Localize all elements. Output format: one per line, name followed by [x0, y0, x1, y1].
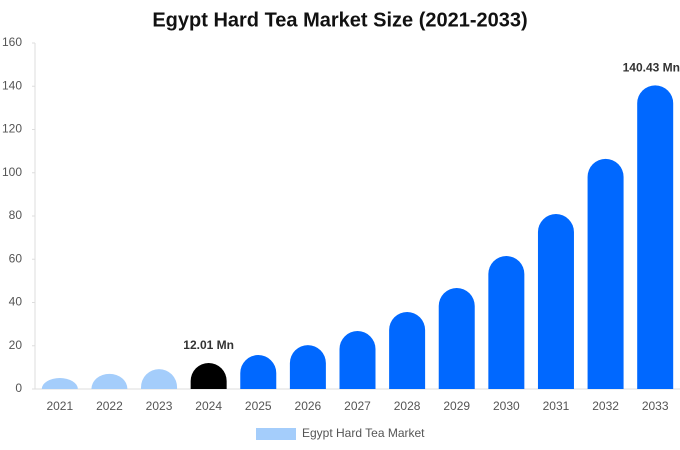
bar [339, 331, 376, 389]
y-tick-label: 100 [2, 165, 22, 179]
y-tick-label: 120 [2, 122, 22, 136]
data-label: 140.43 Mn [623, 60, 680, 74]
x-tick-label: 2033 [642, 399, 669, 413]
bar [637, 85, 674, 389]
x-tick-label: 2029 [443, 399, 470, 413]
x-tick-label: 2022 [96, 399, 123, 413]
x-tick-label: 2028 [394, 399, 421, 413]
bar [190, 363, 227, 389]
y-tick-label: 0 [15, 381, 22, 395]
bar [438, 288, 475, 389]
y-tick-label: 140 [2, 78, 22, 92]
bar [289, 345, 326, 389]
x-tick-label: 2031 [543, 399, 570, 413]
x-tick-label: 2030 [493, 399, 520, 413]
bar [240, 355, 277, 389]
y-tick-label: 40 [9, 295, 23, 309]
bar [141, 369, 178, 389]
x-tick-label: 2032 [592, 399, 619, 413]
legend-swatch [256, 428, 296, 440]
bar [537, 214, 574, 389]
bar [389, 312, 426, 389]
x-tick-label: 2025 [245, 399, 272, 413]
legend-label: Egypt Hard Tea Market [302, 426, 425, 440]
x-tick-label: 2021 [46, 399, 73, 413]
bar [587, 158, 624, 389]
y-tick-label: 20 [9, 338, 23, 352]
bar [488, 256, 525, 389]
data-label: 12.01 Mn [183, 338, 234, 352]
chart-title: Egypt Hard Tea Market Size (2021-2033) [152, 9, 527, 31]
y-tick-label: 160 [2, 35, 22, 49]
y-tick-label: 60 [9, 251, 23, 265]
x-tick-label: 2023 [146, 399, 173, 413]
y-tick-label: 80 [9, 208, 23, 222]
x-tick-label: 2024 [195, 399, 222, 413]
bar [41, 377, 78, 389]
x-tick-label: 2027 [344, 399, 371, 413]
x-tick-label: 2026 [295, 399, 322, 413]
bar [91, 373, 128, 389]
